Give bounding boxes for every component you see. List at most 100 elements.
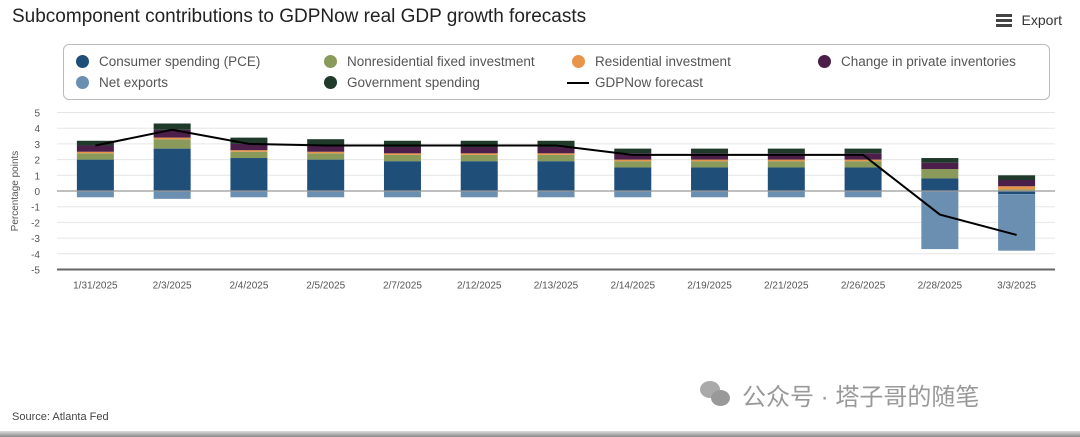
y-tick-label: -5 (31, 266, 40, 277)
hamburger-menu-icon (995, 14, 1012, 27)
bar-segment-gov (614, 148, 652, 154)
bar-segment-resid (614, 159, 652, 162)
bar-segment-net_exports (76, 191, 114, 198)
export-button[interactable]: Export (995, 12, 1062, 28)
legend-swatch-pce (76, 55, 89, 68)
bar-segment-nonres (614, 161, 652, 168)
bar-segment-gov (998, 175, 1036, 181)
legend-item-residential[interactable]: Residential investment (572, 54, 731, 69)
bar-segment-inventories (230, 143, 268, 151)
legend-label: GDPNow forecast (595, 75, 704, 90)
x-tick-label: 2/12/2025 (457, 281, 502, 292)
export-label: Export (1021, 12, 1062, 28)
bar-segment-inventories (153, 129, 191, 138)
chart-legend: Consumer spending (PCE) Net exports Nonr… (63, 44, 1050, 100)
legend-item-government[interactable]: Government spending (324, 75, 480, 90)
chart-plot: 5 4 3 2 1 0 -1 -2 -3 -4 -5 Percentage points 1/31/20… (10, 109, 1055, 292)
bar-segment-resid (76, 151, 114, 154)
bar-segment-nonres (153, 139, 191, 149)
x-tick-label: 2/7/2025 (383, 281, 422, 292)
x-tick-label: 2/5/2025 (306, 281, 345, 292)
bar-segment-gov (537, 140, 575, 148)
bar-segment-resid (998, 186, 1036, 190)
bar-segment-net_exports (307, 191, 345, 198)
bar-segment-nonres (998, 189, 1036, 191)
bar-segment-inventories (460, 147, 498, 154)
bar-segment-gov (460, 140, 498, 148)
x-tick-label: 2/19/2025 (687, 281, 732, 292)
forecast-line (95, 128, 1017, 236)
bar-segment-pce (844, 167, 882, 191)
watermark: 公众号 · 塔子哥的随笔 (700, 377, 979, 412)
y-tick-label: -1 (31, 203, 40, 214)
bar-segment-net_exports (767, 191, 805, 198)
legend-label: Consumer spending (PCE) (99, 54, 261, 69)
bar-segment-resid (844, 159, 882, 162)
bar-segment-net_exports (998, 194, 1036, 251)
bar-segment-resid (767, 159, 805, 162)
legend-swatch-forecast (567, 81, 589, 84)
bar-segment-nonres (691, 161, 729, 168)
bar-segment-pce (307, 159, 345, 191)
legend-swatch-inventories (818, 55, 831, 68)
bar-segment-nonres (307, 153, 345, 160)
bar-segment-gov (767, 148, 805, 154)
y-tick-label: 5 (34, 109, 40, 120)
bar-segment-inventories (307, 145, 345, 152)
bar-segment-pce (76, 159, 114, 191)
legend-item-pce[interactable]: Consumer spending (PCE) (76, 54, 260, 69)
bar-segment-nonres (230, 151, 268, 159)
bar-segment-pce (537, 161, 575, 191)
y-axis-label: Percentage points (10, 151, 21, 232)
legend-swatch-residential (572, 55, 585, 68)
wechat-icon (700, 380, 732, 409)
watermark-text: 公众号 · 塔子哥的随笔 (742, 384, 980, 411)
bar-segment-gov (844, 148, 882, 154)
bar-segment-pce (767, 167, 805, 191)
bar-segment-net_exports (153, 191, 191, 199)
legend-label: Nonresidential fixed investment (347, 54, 535, 69)
bar-segment-nonres (767, 161, 805, 168)
source-note: Source: Atlanta Fed (12, 411, 109, 423)
legend-swatch-net-exports (76, 76, 89, 89)
legend-swatch-government (324, 76, 337, 89)
legend-item-nonres[interactable]: Nonresidential fixed investment (324, 54, 535, 69)
y-tick-label: -3 (31, 234, 40, 245)
bar-segment-pce (998, 191, 1036, 195)
bar-segment-inventories (76, 145, 114, 152)
bar-segment-net_exports (691, 191, 729, 198)
bar-segment-net_exports (614, 191, 652, 198)
y-tick-label: 2 (34, 156, 40, 167)
x-tick-label: 3/3/2025 (997, 281, 1036, 292)
bar-segment-nonres (460, 154, 498, 162)
legend-item-net-exports[interactable]: Net exports (76, 75, 168, 90)
bar-segment-pce (383, 161, 421, 191)
x-tick-label: 2/26/2025 (841, 281, 886, 292)
bar-segment-inventories (921, 162, 959, 170)
bar-segment-gov (230, 137, 268, 144)
bar-segment-resid (537, 153, 575, 155)
bar-segment-gov (383, 140, 421, 148)
bar-segment-inventories (614, 153, 652, 160)
legend-item-inventories[interactable]: Change in private inventories (818, 54, 1016, 69)
bar-segment-net_exports (230, 191, 268, 198)
bar-segment-resid (460, 153, 498, 155)
x-tick-label: 2/13/2025 (534, 281, 579, 292)
x-tick-label: 1/31/2025 (73, 281, 118, 292)
bar-segment-nonres (76, 153, 114, 160)
bar-segment-inventories (844, 153, 882, 160)
legend-label: Residential investment (595, 54, 731, 69)
y-tick-label: 0 (34, 187, 40, 198)
bar-segment-inventories (767, 153, 805, 160)
bar-segment-resid (230, 150, 268, 152)
bar-segment-pce (691, 167, 729, 191)
bar-segment-net_exports (537, 191, 575, 198)
legend-item-forecast[interactable]: GDPNow forecast (567, 75, 703, 90)
x-tick-label: 2/28/2025 (918, 281, 963, 292)
y-tick-label: 4 (34, 124, 40, 135)
bar-segment-inventories (537, 147, 575, 154)
y-tick-label: 1 (34, 171, 40, 182)
chart-title: Subcomponent contributions to GDPNow rea… (12, 6, 587, 27)
x-tick-label: 2/21/2025 (764, 281, 809, 292)
bar-segment-net_exports (460, 191, 498, 198)
